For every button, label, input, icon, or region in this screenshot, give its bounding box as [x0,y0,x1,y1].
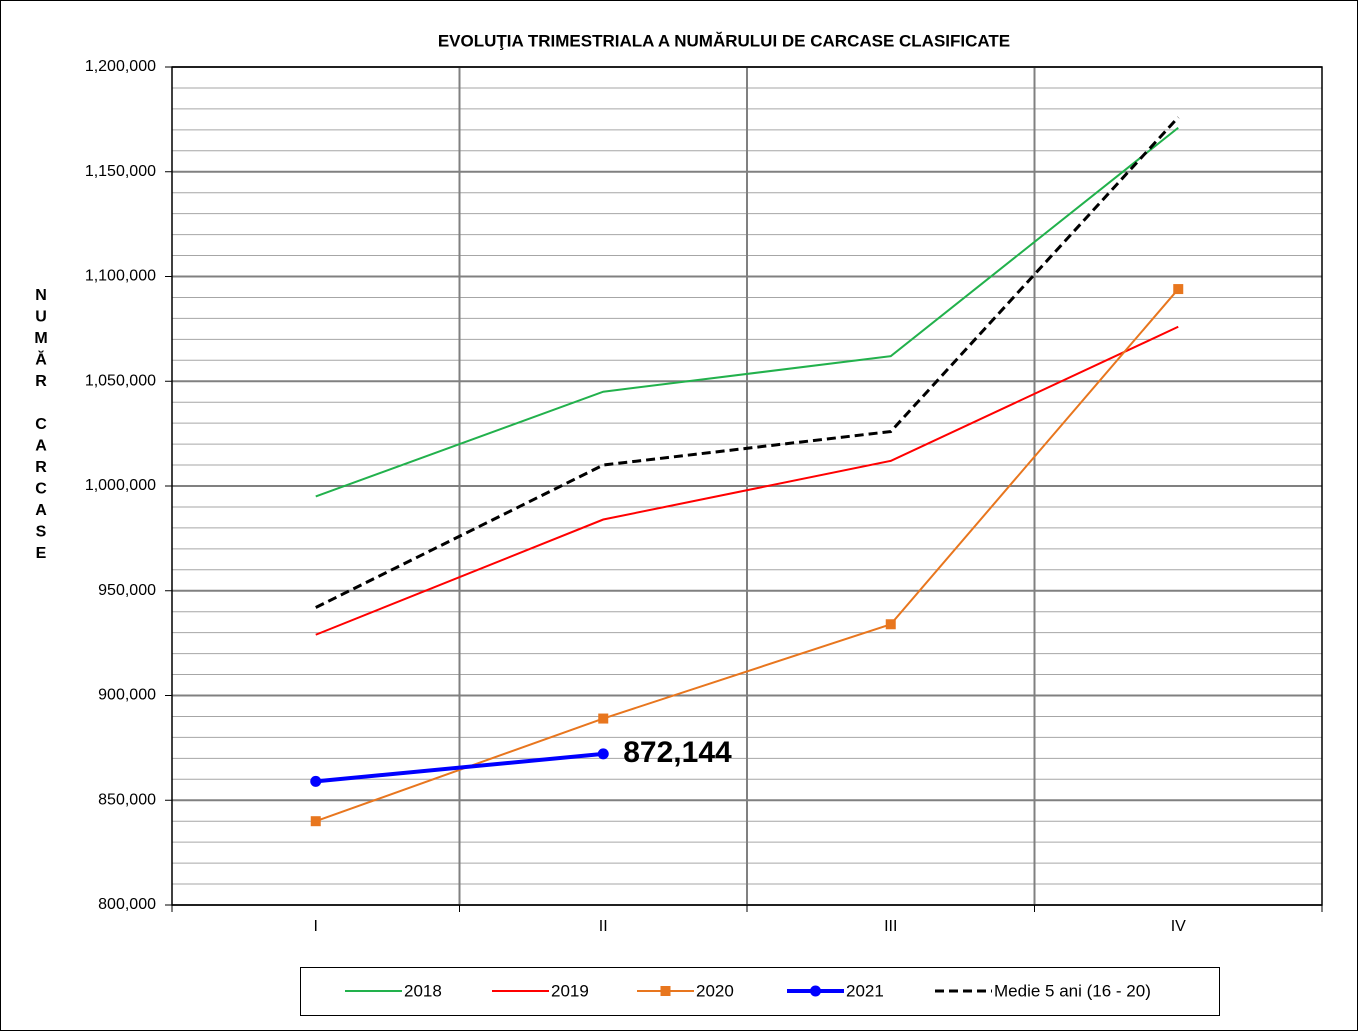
chart-title: EVOLUŢIA TRIMESTRIALA A NUMĂRULUI DE CAR… [438,31,1010,50]
y-tick-label: 950,000 [98,582,156,599]
x-tick-label: IV [1171,918,1186,935]
legend-label: 2019 [551,981,589,1000]
grid [172,66,1322,906]
data-label: 872,144 [623,736,732,769]
marker [310,775,322,787]
legend-label: Medie 5 ani (16 - 20) [994,981,1151,1000]
series-line [315,116,1180,609]
series-line [315,751,604,784]
legend-marker [660,986,671,996]
x-tick-label: I [314,918,318,935]
legend [300,967,1220,1016]
y-tick-label: 1,000,000 [85,477,156,494]
series-line [315,325,1179,636]
legend-label: 2018 [404,981,442,1000]
marker [310,816,321,827]
y-tick-label: 1,050,000 [85,372,156,389]
y-tick-label: 900,000 [98,687,156,704]
legend-label: 2020 [696,981,734,1000]
marker [1173,284,1184,295]
y-tick-label: 800,000 [98,896,156,913]
plot-border [171,66,1323,906]
marker [885,619,896,630]
series-line [315,126,1179,498]
y-tick-label: 1,100,000 [85,268,156,285]
marker [598,713,609,724]
x-tick-label: II [599,918,608,935]
legend-marker [810,985,821,997]
y-tick-label: 1,150,000 [85,163,156,180]
x-tick-label: III [884,918,897,935]
series-line [315,288,1180,823]
y-tick-label: 1,200,000 [85,58,156,75]
legend-label: 2021 [846,981,884,1000]
y-tick-label: 850,000 [98,791,156,808]
marker [597,748,609,760]
